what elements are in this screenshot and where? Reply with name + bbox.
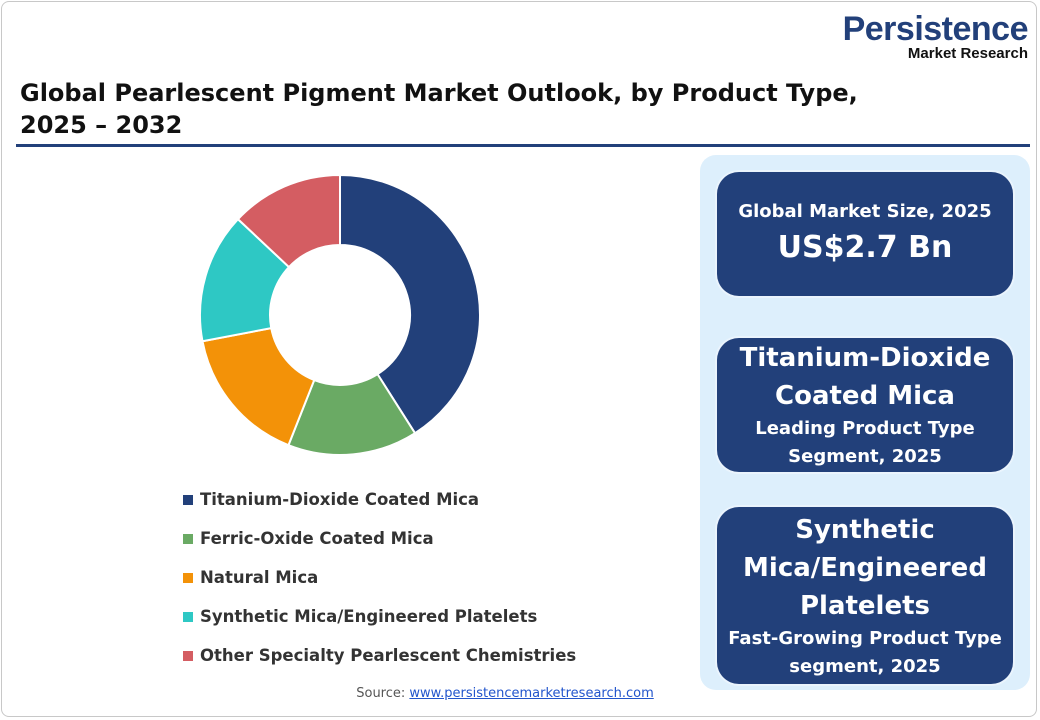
leading-segment-title-1: Titanium-Dioxide <box>739 343 991 373</box>
market-size-value: US$2.7 Bn <box>777 230 953 265</box>
legend-item: Natural Mica <box>183 558 576 597</box>
title-divider <box>16 144 1030 147</box>
legend-swatch <box>183 533 193 544</box>
legend-label: Other Specialty Pearlescent Chemistries <box>200 646 577 665</box>
legend-swatch <box>183 650 193 661</box>
fastest-segment-title-1: Synthetic <box>795 514 935 545</box>
legend-swatch <box>183 572 193 583</box>
donut-slice-5 <box>236 173 341 269</box>
donut-slice-1 <box>339 173 481 435</box>
source-note: Source: www.persistencemarketresearch.co… <box>0 686 1010 701</box>
legend-item: Synthetic Mica/Engineered Platelets <box>183 597 576 636</box>
legend-item: Ferric-Oxide Coated Mica <box>183 519 576 558</box>
donut-chart <box>199 173 481 456</box>
page-title: Global Pearlescent Pigment Market Outloo… <box>20 79 858 139</box>
source-link[interactable]: www.persistencemarketresearch.com <box>409 686 654 701</box>
fastest-segment-sub-2: segment, 2025 <box>789 655 941 677</box>
fastest-segment-sub-1: Fast-Growing Product Type <box>728 627 1002 649</box>
market-size-card: Global Market Size, 2025 US$2.7 Bn <box>717 172 1013 296</box>
market-size-label: Global Market Size, 2025 <box>738 201 992 222</box>
legend-swatch <box>183 494 193 505</box>
fastest-segment-title-3: Platelets <box>799 590 931 621</box>
logo-tagline: Market Research <box>907 45 1028 62</box>
leading-segment-card: Titanium-Dioxide Coated Mica Leading Pro… <box>717 338 1013 472</box>
legend-item: Other Specialty Pearlescent Chemistries <box>183 636 576 675</box>
logo: Persistence Market Research <box>842 10 1029 62</box>
chart-legend: Titanium-Dioxide Coated Mica Ferric-Oxide… <box>183 480 576 675</box>
legend-label: Ferric-Oxide Coated Mica <box>200 529 434 548</box>
fastest-segment-title-2: Mica/Engineered <box>743 552 987 583</box>
legend-swatch <box>183 611 193 622</box>
leading-segment-sub-1: Leading Product Type <box>755 418 975 439</box>
leading-segment-sub-2: Segment, 2025 <box>788 446 942 467</box>
legend-label: Natural Mica <box>200 568 319 587</box>
logo-name: Persistence <box>842 10 1029 48</box>
fastest-segment-card: Synthetic Mica/Engineered Platelets Fast… <box>717 507 1013 684</box>
leading-segment-title-2: Coated Mica <box>775 381 955 411</box>
legend-label: Titanium-Dioxide Coated Mica <box>200 490 480 509</box>
legend-item: Titanium-Dioxide Coated Mica <box>183 480 576 519</box>
legend-label: Synthetic Mica/Engineered Platelets <box>200 607 538 626</box>
source-label: Source: <box>356 686 406 701</box>
